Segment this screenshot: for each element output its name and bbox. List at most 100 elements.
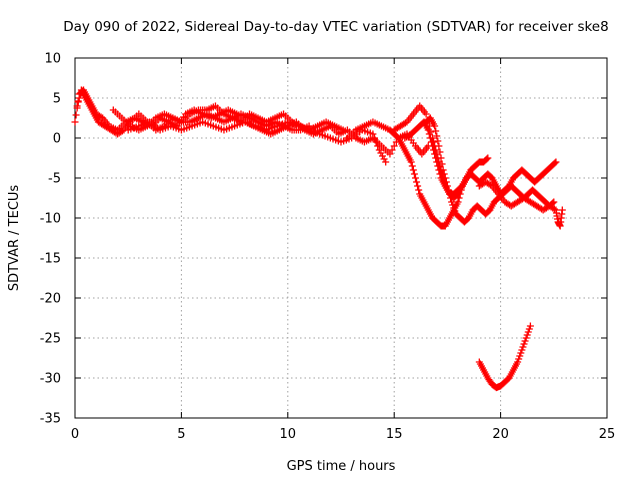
x-axis-label: GPS time / hours xyxy=(287,459,396,474)
data-point xyxy=(413,178,421,186)
data-point xyxy=(517,349,525,357)
y-tick-label: 0 xyxy=(53,132,61,147)
data-point xyxy=(369,130,377,138)
data-point xyxy=(390,142,398,150)
x-tick-label: 5 xyxy=(177,427,185,442)
data-point xyxy=(438,160,446,168)
data-point xyxy=(401,119,409,127)
data-point xyxy=(407,158,415,166)
data-point xyxy=(454,198,462,206)
data-point xyxy=(414,182,422,190)
data-point xyxy=(550,205,558,213)
data-point xyxy=(446,190,454,198)
grid xyxy=(75,58,607,418)
data-point xyxy=(519,343,527,351)
data-point xyxy=(372,138,380,146)
data-point xyxy=(371,134,379,142)
data-marks xyxy=(71,86,566,392)
data-point xyxy=(441,174,449,182)
data-point xyxy=(514,358,522,366)
series-track-d xyxy=(124,118,390,166)
data-point xyxy=(378,152,386,160)
x-tick-label: 10 xyxy=(280,427,297,442)
data-point xyxy=(409,166,417,174)
data-point xyxy=(439,166,447,174)
data-point xyxy=(518,346,526,354)
data-point xyxy=(426,134,434,142)
data-point xyxy=(522,334,530,342)
x-tick-label: 25 xyxy=(599,427,616,442)
y-tick-label: -20 xyxy=(40,292,61,307)
y-tick-label: -5 xyxy=(48,172,61,187)
data-point xyxy=(427,138,435,146)
data-point xyxy=(551,159,559,167)
y-axis-label: SDTVAR / TECUs xyxy=(7,185,22,292)
data-point xyxy=(75,94,83,102)
data-point xyxy=(450,204,458,212)
data-point xyxy=(520,340,528,348)
series-track-e xyxy=(343,118,475,230)
data-point xyxy=(526,322,534,330)
data-point xyxy=(72,111,80,119)
data-point xyxy=(74,98,82,106)
data-point xyxy=(435,142,443,150)
data-point xyxy=(118,127,126,135)
series-track-i xyxy=(475,178,566,230)
data-point xyxy=(339,126,347,134)
data-point xyxy=(436,148,444,156)
data-point xyxy=(380,155,388,163)
y-tick-label: -15 xyxy=(40,252,61,267)
data-point xyxy=(449,201,457,209)
data-point xyxy=(521,337,529,345)
axis-ticks: 0 5 10 15 20 25 -35 -30 -25 -20 -15 -10 -5 0 5 10 xyxy=(40,52,616,443)
data-point xyxy=(377,149,385,157)
data-point xyxy=(516,352,524,360)
data-point xyxy=(415,186,423,194)
data-point xyxy=(451,207,459,215)
data-point xyxy=(97,113,105,121)
data-point xyxy=(434,162,442,170)
data-point xyxy=(437,154,445,162)
data-point xyxy=(444,186,452,194)
data-point xyxy=(374,142,382,150)
data-point xyxy=(431,150,439,158)
y-tick-label: -25 xyxy=(40,332,61,347)
data-point xyxy=(430,146,438,154)
data-point xyxy=(442,178,450,186)
data-point xyxy=(375,146,383,154)
data-point xyxy=(447,194,455,202)
data-point xyxy=(515,355,523,363)
data-point xyxy=(422,110,430,118)
data-point xyxy=(431,122,439,130)
data-point xyxy=(410,170,418,178)
data-point xyxy=(486,181,494,189)
data-point xyxy=(71,118,79,126)
data-point xyxy=(429,142,437,150)
y-tick-label: -10 xyxy=(40,212,61,227)
data-point xyxy=(440,170,448,178)
series-track-j xyxy=(475,322,534,392)
chart-title: Day 090 of 2022, Sidereal Day-to-day VTE… xyxy=(63,19,608,35)
data-point xyxy=(408,162,416,170)
data-point xyxy=(73,102,81,110)
data-point xyxy=(552,158,560,166)
data-point xyxy=(433,158,441,166)
data-point xyxy=(484,154,492,162)
data-point xyxy=(550,198,558,206)
data-point xyxy=(388,146,396,154)
data-point xyxy=(433,132,441,140)
data-point xyxy=(434,137,442,145)
data-point xyxy=(382,158,390,166)
y-tick-label: 10 xyxy=(44,52,61,67)
x-tick-label: 15 xyxy=(386,427,403,442)
data-point xyxy=(483,155,491,163)
y-tick-label: -35 xyxy=(40,412,61,427)
data-point xyxy=(424,126,432,134)
series-track-c xyxy=(109,102,347,134)
plot-area-frame xyxy=(74,57,608,419)
x-tick-label: 0 xyxy=(71,427,79,442)
y-tick-label: 5 xyxy=(53,92,61,107)
data-point xyxy=(411,174,419,182)
data-point xyxy=(523,331,531,339)
